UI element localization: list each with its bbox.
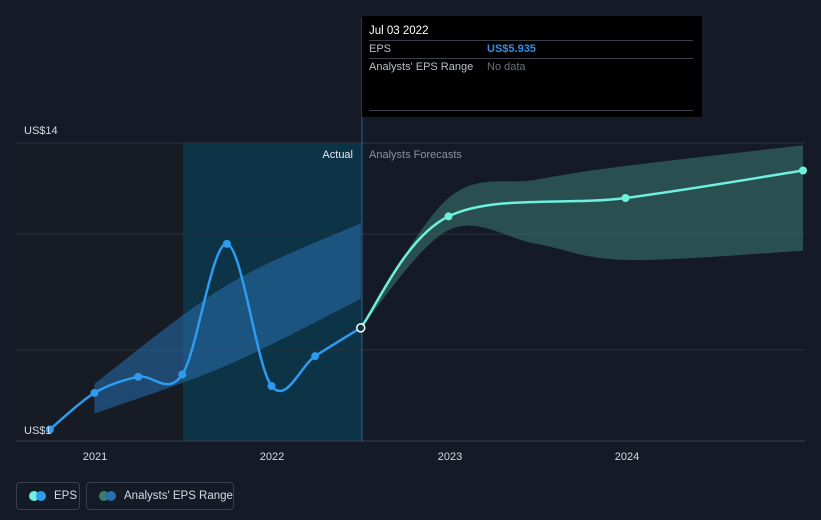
forecast-label: Analysts Forecasts <box>369 149 462 161</box>
eps-forecast-point[interactable] <box>799 166 807 175</box>
tooltip: Jul 03 2022 EPS US$5.935 Analysts' EPS R… <box>362 16 702 117</box>
x-tick-label-2021: 2021 <box>83 451 107 463</box>
tooltip-eps-label: EPS <box>369 43 392 55</box>
range-legend-icon <box>99 491 116 501</box>
analyst-range-past <box>94 223 361 414</box>
tooltip-eps-value: US$5.935 <box>487 43 536 55</box>
analyst-range-forecast <box>360 145 803 328</box>
legend-eps-label: EPS <box>54 490 78 502</box>
eps-actual-point[interactable] <box>134 372 143 381</box>
eps-actual-point[interactable] <box>222 239 231 248</box>
eps-actual-point[interactable] <box>90 388 99 397</box>
eps-forecast-point[interactable] <box>621 194 630 203</box>
eps-forecast-line <box>359 169 804 329</box>
eps-actual-point[interactable] <box>45 425 54 434</box>
tooltip-range-row: Analysts' EPS Range No data <box>369 58 693 76</box>
tooltip-range-value: No data <box>487 61 526 73</box>
legend-range-button[interactable]: Analysts' EPS Range <box>86 482 234 510</box>
tooltip-range-label: Analysts' EPS Range <box>369 61 474 73</box>
y-tick-label-bottom: US$1 <box>24 425 52 437</box>
actual-label: Actual <box>322 149 353 161</box>
eps-actual-point[interactable] <box>178 370 187 379</box>
legend-eps-button[interactable]: EPS <box>16 482 80 510</box>
x-tick-label-2024: 2024 <box>615 451 639 463</box>
x-tick-label-2023: 2023 <box>438 451 462 463</box>
eps-actual-point-current[interactable] <box>355 323 366 333</box>
legend-range-label: Analysts' EPS Range <box>124 490 233 502</box>
tooltip-date: Jul 03 2022 <box>369 25 429 37</box>
eps-actual-point[interactable] <box>267 381 276 390</box>
eps-actual-point[interactable] <box>311 352 320 361</box>
eps-legend-icon <box>29 491 46 501</box>
eps-forecast-point[interactable] <box>444 212 453 221</box>
tooltip-divider <box>369 110 693 111</box>
tooltip-eps-row: EPS US$5.935 <box>369 40 693 58</box>
y-tick-label-top: US$14 <box>24 125 58 137</box>
x-tick-label-2022: 2022 <box>260 451 284 463</box>
eps-actual-line <box>49 242 362 431</box>
